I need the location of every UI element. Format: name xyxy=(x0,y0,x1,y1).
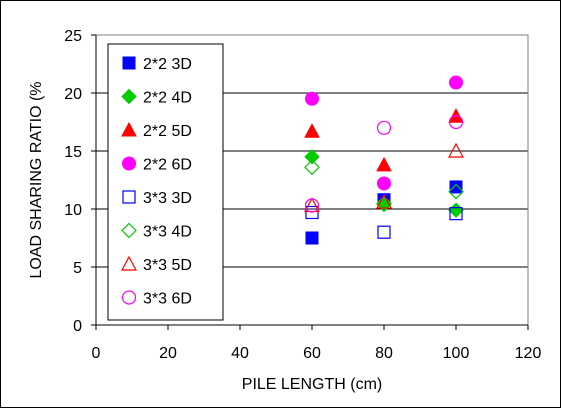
legend: 2*2 3D 2*2 4D 2*2 5D 2*2 6D 3*3 3D 3*3 4D 3*3 … xyxy=(107,43,224,321)
axes: 0 5 10 15 20 25 0 20 40 60 80 100 120 xyxy=(64,28,541,362)
legend-item: 3*3 5D xyxy=(120,255,192,274)
series-4 xyxy=(305,75,463,191)
data-point xyxy=(448,202,464,218)
x-tick-label: 40 xyxy=(231,345,249,362)
series-3 xyxy=(304,108,464,172)
data-point xyxy=(377,176,391,191)
legend-marker xyxy=(121,222,137,239)
data-point xyxy=(305,91,319,106)
legend-marker xyxy=(121,290,137,305)
data-point xyxy=(304,198,320,213)
series-8 xyxy=(304,114,464,213)
series-2 xyxy=(304,149,464,218)
y-tick-label: 20 xyxy=(64,86,82,103)
y-tick-label: 10 xyxy=(64,202,82,219)
legend-marker xyxy=(122,156,136,171)
data-point xyxy=(304,159,320,176)
y-tick-label: 0 xyxy=(73,318,82,335)
legend-marker xyxy=(120,255,138,271)
data-point xyxy=(447,142,465,158)
data-point xyxy=(448,114,464,130)
legend-item: 2*2 3D xyxy=(122,56,192,73)
data-point xyxy=(449,207,463,221)
legend-label: 3*3 3D xyxy=(143,190,192,207)
y-axis-label: LOAD SHARING RATIO (% xyxy=(28,81,45,278)
legend-label: 2*2 5D xyxy=(143,123,192,140)
data-point xyxy=(376,196,392,213)
data-point xyxy=(376,195,392,211)
data-point xyxy=(449,180,463,194)
data-point xyxy=(376,120,392,135)
data-point xyxy=(305,205,319,220)
data-point xyxy=(304,123,320,138)
legend-label: 2*2 4D xyxy=(143,90,192,107)
legend-item: 2*2 5D xyxy=(121,121,192,140)
data-point xyxy=(305,231,319,245)
data-marks xyxy=(303,75,465,245)
data-point xyxy=(304,149,320,165)
x-tick-label: 0 xyxy=(92,345,101,362)
data-point xyxy=(377,225,391,239)
data-point xyxy=(448,183,464,200)
x-tick-label: 80 xyxy=(375,345,393,362)
legend-label: 2*2 3D xyxy=(143,56,192,73)
x-tick-label: 120 xyxy=(515,345,542,362)
legend-label: 3*3 6D xyxy=(143,291,192,308)
series-5 xyxy=(305,205,463,239)
y-tick-label: 5 xyxy=(73,260,82,277)
legend-item: 3*3 3D xyxy=(122,190,192,207)
legend-item: 3*3 4D xyxy=(121,222,192,241)
legend-label: 2*2 6D xyxy=(143,157,192,174)
legend-marker xyxy=(122,190,136,204)
data-point xyxy=(376,156,392,172)
x-tick-label: 20 xyxy=(159,345,177,362)
legend-label: 3*3 4D xyxy=(143,224,192,241)
y-tick-label: 15 xyxy=(64,144,82,161)
data-point xyxy=(449,75,463,90)
legend-marker xyxy=(122,56,136,70)
x-tick-label: 60 xyxy=(303,345,321,362)
data-point xyxy=(375,193,393,209)
x-axis-label: PILE LENGTH (cm) xyxy=(242,376,382,393)
legend-box xyxy=(107,43,224,321)
legend-item: 2*2 6D xyxy=(122,156,192,174)
legend-marker xyxy=(121,121,137,137)
series-6 xyxy=(304,159,464,213)
legend-item: 2*2 4D xyxy=(121,88,192,107)
legend-marker xyxy=(121,88,137,105)
x-tick-label: 100 xyxy=(443,345,470,362)
legend-item: 3*3 6D xyxy=(121,290,192,308)
legend-label: 3*3 5D xyxy=(143,257,192,274)
y-tick-label: 25 xyxy=(64,28,82,45)
